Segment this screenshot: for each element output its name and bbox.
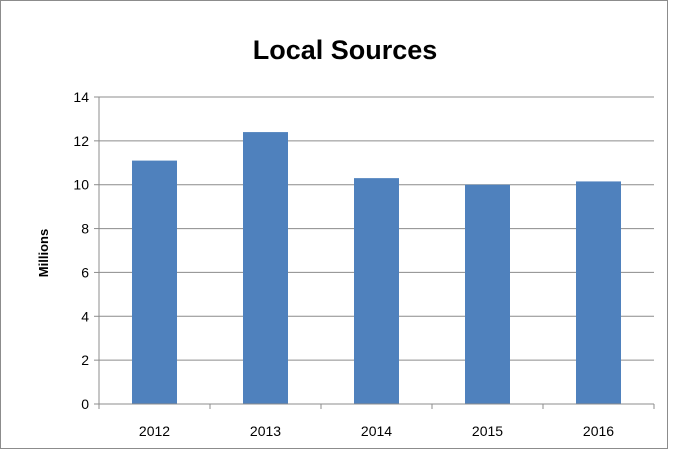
bar-2013	[243, 132, 288, 405]
x-tick-label-2016: 2016	[583, 423, 614, 439]
x-tick-label-2014: 2014	[361, 423, 392, 439]
y-axis-label: Millions	[36, 229, 51, 277]
y-tick-label-12: 12	[73, 133, 89, 149]
y-tick-label-4: 4	[81, 308, 89, 324]
bar-2015	[465, 184, 510, 404]
x-tick-label-2012: 2012	[139, 423, 170, 439]
x-tick-label-2013: 2013	[250, 423, 281, 439]
x-tick-labels: 2012 2013 2014 2015 2016	[139, 423, 614, 439]
y-tick-label-10: 10	[73, 177, 89, 193]
y-tick-label-14: 14	[73, 89, 89, 105]
chart-title: Local Sources	[253, 35, 438, 65]
y-tick-label-2: 2	[81, 352, 89, 368]
bar-2014	[354, 178, 399, 404]
bar-2016	[576, 181, 621, 404]
y-tick-label-0: 0	[81, 396, 89, 412]
y-tick-label-6: 6	[81, 264, 89, 280]
bar-2012	[132, 160, 177, 404]
y-tick-label-8: 8	[81, 221, 89, 237]
x-tick-label-2015: 2015	[472, 423, 503, 439]
bars	[132, 132, 621, 405]
y-tick-labels: 0 2 4 6 8 10 12 14	[73, 89, 89, 412]
axes	[94, 96, 655, 409]
